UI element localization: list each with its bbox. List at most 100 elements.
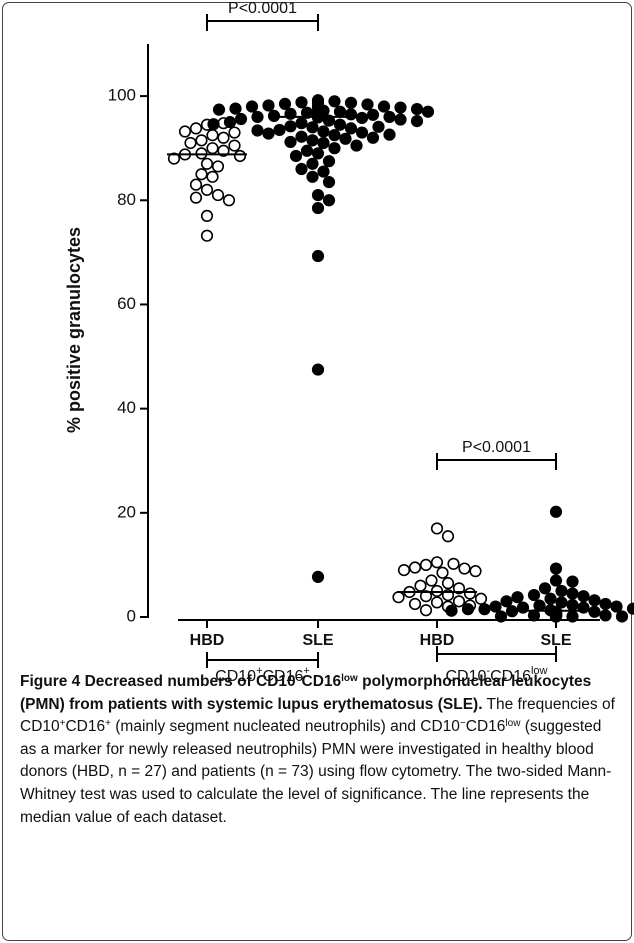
group-label: CD10-CD16low: [446, 665, 548, 685]
data-point: [322, 194, 336, 207]
data-point: [566, 575, 579, 588]
data-point: [262, 127, 275, 140]
data-point: [474, 592, 488, 605]
data-point: [212, 103, 226, 116]
caption-text: The frequencies of CD10: [20, 695, 615, 736]
data-point: [306, 170, 319, 183]
x-tick-label: HBD: [190, 632, 225, 649]
y-axis-label: % positive granulocytes: [64, 227, 84, 433]
data-point: [366, 108, 380, 121]
x-tick-label: SLE: [302, 632, 333, 649]
data-point: [262, 99, 275, 112]
data-point: [284, 135, 297, 149]
data-point: [328, 129, 341, 142]
data-point: [410, 114, 424, 128]
data-point: [311, 249, 325, 263]
group-label-part: -: [486, 665, 490, 677]
caption-text: (mainly segment nucleated neutrophils) a…: [110, 718, 460, 736]
data-point: [189, 191, 203, 204]
data-point: [538, 582, 552, 595]
data-point: [430, 522, 444, 535]
caption-text: (suggested as a marker for newly release…: [20, 718, 612, 826]
data-point: [322, 155, 336, 168]
data-point: [228, 139, 241, 152]
caption-text: −: [295, 673, 302, 684]
data-point: [599, 609, 612, 622]
data-point: [200, 209, 214, 222]
y-tick-label: 20: [117, 502, 136, 521]
data-point: [408, 597, 422, 611]
data-point: [184, 136, 197, 150]
data-point: [489, 600, 502, 613]
data-point: [200, 229, 214, 242]
data-point: [441, 530, 455, 543]
caption-text: CD16: [301, 673, 342, 690]
data-point: [361, 98, 374, 111]
data-point: [317, 165, 330, 178]
data-point: [273, 123, 286, 137]
data-point: [189, 122, 203, 135]
data-point: [394, 113, 407, 126]
y-tick-label: 40: [117, 398, 136, 417]
data-point: [306, 134, 319, 147]
data-point: [245, 100, 259, 113]
data-point: [500, 595, 513, 608]
data-point: [419, 590, 433, 603]
data-point: [344, 96, 358, 109]
data-point: [350, 139, 363, 152]
data-point: [588, 605, 601, 618]
data-point: [394, 101, 407, 114]
data-point: [478, 603, 491, 616]
data-point: [549, 574, 563, 587]
data-point: [322, 175, 336, 189]
data-point: [267, 109, 281, 122]
data-point: [410, 103, 424, 116]
data-point: [599, 597, 612, 611]
data-point: [383, 128, 396, 141]
caption-text: low: [341, 673, 358, 684]
data-point: [430, 596, 444, 609]
data-point: [251, 124, 264, 137]
data-point: [366, 131, 380, 144]
caption-text: +: [59, 718, 66, 730]
x-tick-label: SLE: [540, 632, 571, 649]
data-point: [178, 125, 192, 138]
group-label-part: CD16: [490, 668, 531, 685]
data-point: [447, 557, 460, 570]
data-point: [527, 589, 541, 602]
significance-label: P<0.0001: [462, 439, 531, 456]
data-point: [311, 201, 325, 215]
data-point: [333, 118, 347, 131]
data-point: [419, 604, 433, 617]
data-point: [566, 598, 579, 612]
data-point: [421, 105, 435, 118]
group-label-part: low: [531, 665, 548, 677]
data-point: [217, 131, 230, 144]
data-point: [544, 592, 557, 605]
caption-text: −: [459, 718, 466, 730]
data-point: [610, 600, 623, 613]
significance-label: P<0.0001: [228, 0, 297, 17]
y-tick-label: 0: [127, 606, 136, 625]
group-label-part: +: [303, 665, 309, 677]
data-point: [339, 132, 352, 145]
data-point: [317, 125, 330, 138]
data-point: [414, 579, 427, 592]
data-point: [555, 584, 568, 598]
data-point: [251, 110, 264, 124]
caption: Figure 4 Decreased numbers of CD10−CD16l…: [20, 671, 616, 829]
data-point: [200, 157, 214, 170]
data-point: [615, 610, 629, 623]
data-point: [328, 142, 341, 155]
data-point: [344, 108, 358, 121]
data-point: [311, 570, 325, 583]
data-point: [295, 162, 308, 176]
data-point: [408, 561, 422, 574]
data-point: [355, 111, 369, 125]
data-point: [211, 160, 225, 173]
data-point: [441, 577, 455, 590]
data-point: [419, 558, 433, 572]
data-point: [566, 610, 579, 623]
data-point: [436, 566, 449, 579]
